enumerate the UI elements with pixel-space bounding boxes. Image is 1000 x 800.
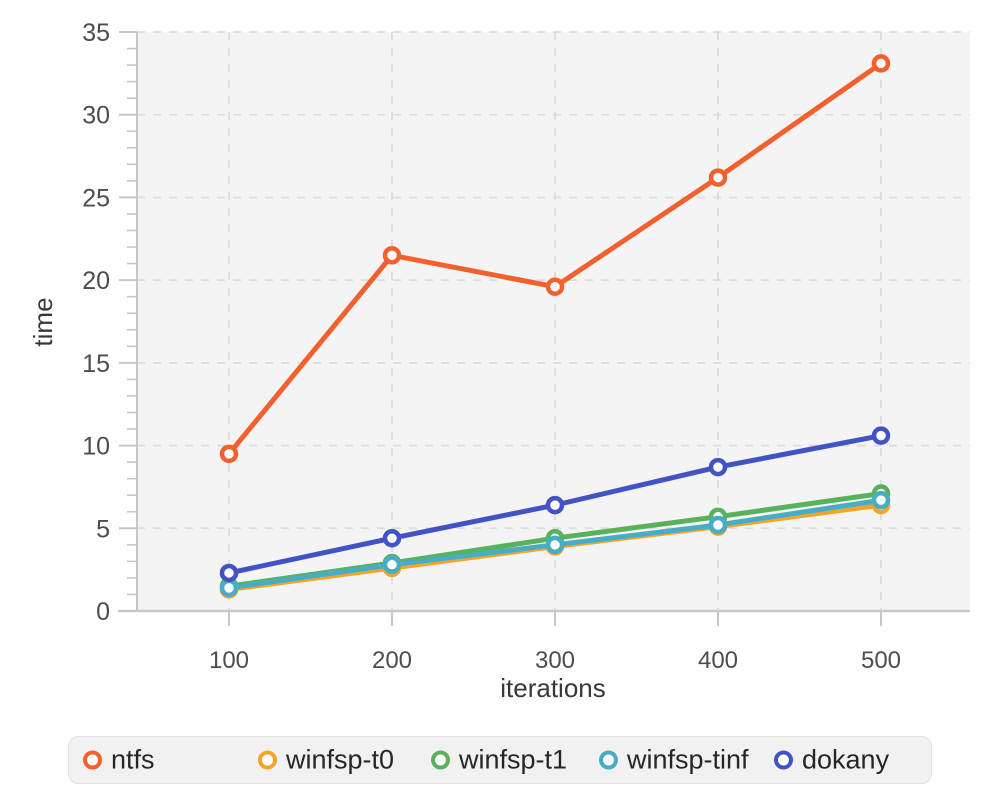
line-chart: 0 5 10 15 20 25 30 35 100 200 300 400 500 time itera… <box>28 19 970 703</box>
legend-item-winfsp-t1: winfsp-t1 <box>431 744 568 775</box>
series-ntfs <box>219 54 891 464</box>
legend-label: winfsp-tinf <box>627 744 749 775</box>
data-point-dokany-500 <box>871 426 891 445</box>
series-dokany <box>219 426 891 583</box>
y-tick-label: 0 <box>96 598 110 626</box>
data-point-ntfs-200 <box>382 246 402 265</box>
y-tick-label: 35 <box>82 19 110 47</box>
legend-label: winfsp-t0 <box>286 744 395 775</box>
data-point-dokany-400 <box>708 457 728 477</box>
y-axis-title: time <box>28 297 58 346</box>
data-point-winfsp-tinf-100 <box>219 578 239 598</box>
data-point-winfsp-tinf-500 <box>871 490 891 510</box>
ntfs-legend-marker-icon <box>83 750 102 770</box>
x-tick-label: 500 <box>861 647 901 674</box>
data-point-dokany-300 <box>545 495 565 515</box>
legend-item-winfsp-tinf: winfsp-tinf <box>599 744 749 775</box>
legend: ntfs winfsp-t0 winfsp-t1 winfsp-tinf dokany <box>68 736 932 784</box>
dokany-legend-marker-icon <box>774 750 793 770</box>
winfsp-tinf-legend-marker-icon <box>599 750 618 770</box>
x-axis-title: iterations <box>500 673 606 703</box>
y-tick-label: 30 <box>82 102 110 130</box>
data-point-dokany-200 <box>382 528 402 548</box>
y-tick-label: 25 <box>82 184 110 212</box>
data-point-winfsp-tinf-200 <box>382 555 402 574</box>
winfsp-t0-legend-marker-icon <box>258 750 277 770</box>
winfsp-t1-legend-marker-icon <box>431 750 450 770</box>
x-tick-label: 400 <box>698 647 738 674</box>
legend-label: ntfs <box>111 744 155 775</box>
x-tick-label: 200 <box>372 647 412 674</box>
x-tick-label: 100 <box>209 647 249 674</box>
data-point-dokany-100 <box>219 563 239 583</box>
y-tick-label: 20 <box>82 267 110 295</box>
x-tick-label: 300 <box>535 647 575 674</box>
series-winfsp-tinf <box>219 490 891 598</box>
data-point-ntfs-300 <box>545 277 565 297</box>
data-point-ntfs-500 <box>871 54 891 73</box>
data-point-winfsp-tinf-400 <box>708 515 728 535</box>
plot-area: 0 5 10 15 20 25 30 35 100 200 300 400 500 <box>82 19 970 674</box>
y-tick-label: 5 <box>96 515 110 543</box>
data-point-ntfs-100 <box>219 444 239 464</box>
data-point-ntfs-400 <box>708 168 728 187</box>
y-tick-label: 15 <box>82 350 110 378</box>
legend-item-ntfs: ntfs <box>83 744 155 775</box>
legend-label: winfsp-t1 <box>459 744 568 775</box>
plot-background <box>137 32 970 611</box>
legend-label: dokany <box>802 744 890 775</box>
legend-item-winfsp-t0: winfsp-t0 <box>258 744 395 775</box>
data-point-winfsp-tinf-300 <box>545 535 565 555</box>
y-tick-label: 10 <box>82 433 110 461</box>
legend-item-dokany: dokany <box>774 744 890 775</box>
